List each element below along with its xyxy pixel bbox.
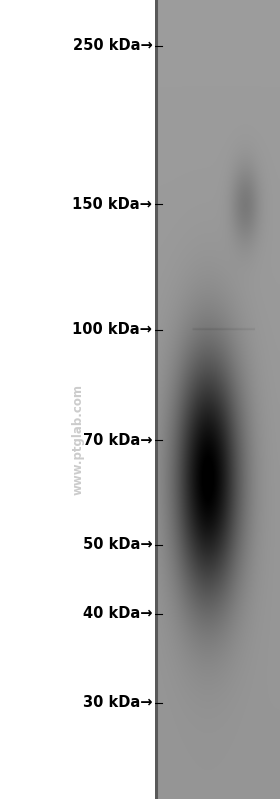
Text: 40 kDa→: 40 kDa→: [83, 606, 152, 622]
Text: www.ptglab.com: www.ptglab.com: [71, 384, 84, 495]
Text: 30 kDa→: 30 kDa→: [83, 695, 152, 710]
Text: 150 kDa→: 150 kDa→: [73, 197, 152, 212]
Text: 50 kDa→: 50 kDa→: [83, 537, 152, 552]
Text: 70 kDa→: 70 kDa→: [83, 433, 152, 448]
Text: 250 kDa→: 250 kDa→: [73, 38, 152, 54]
Text: 100 kDa→: 100 kDa→: [73, 322, 152, 337]
